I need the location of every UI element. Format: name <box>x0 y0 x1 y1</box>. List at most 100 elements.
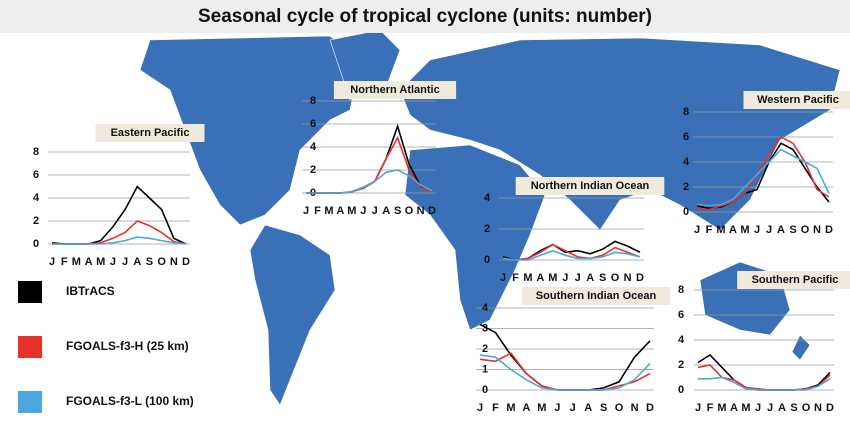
series-line <box>479 354 651 391</box>
x-tick-label: S <box>599 272 606 284</box>
x-tick-label: N <box>631 402 639 414</box>
y-tick-label: 6 <box>310 118 316 130</box>
x-tick-label: J <box>766 224 772 236</box>
x-tick-label: O <box>405 205 414 217</box>
x-tick-label: N <box>170 256 178 268</box>
x-tick-label: N <box>813 224 821 236</box>
x-tick-label: D <box>182 256 190 268</box>
legend-label: FGOALS-f3-H (25 km) <box>66 339 189 353</box>
x-tick-label: D <box>646 402 654 414</box>
x-tick-label: J <box>754 224 760 236</box>
x-tick-label: S <box>789 224 796 236</box>
series-line <box>698 376 831 391</box>
x-tick-label: M <box>72 256 81 268</box>
x-tick-label: M <box>741 402 750 414</box>
x-tick-label: F <box>512 272 519 284</box>
y-tick-label: 6 <box>683 131 689 143</box>
y-tick-label: 8 <box>310 95 316 107</box>
x-tick-label: J <box>110 256 116 268</box>
y-tick-label: 6 <box>678 309 684 321</box>
x-tick-label: J <box>303 205 309 217</box>
x-tick-label: M <box>96 256 105 268</box>
y-tick-label: 2 <box>678 359 684 371</box>
x-tick-label: S <box>600 402 607 414</box>
x-tick-label: N <box>814 402 822 414</box>
y-tick-label: 6 <box>33 169 39 181</box>
x-tick-label: M <box>537 402 546 414</box>
panel-title-box <box>515 177 665 195</box>
x-tick-label: S <box>394 205 401 217</box>
x-tick-label: J <box>477 402 483 414</box>
y-tick-label: 4 <box>484 192 491 204</box>
x-tick-label: N <box>417 205 425 217</box>
x-tick-label: F <box>61 256 68 268</box>
x-tick-label: J <box>360 205 366 217</box>
panel-title: Western Pacific <box>757 94 839 106</box>
y-tick-label: 4 <box>678 334 685 346</box>
x-tick-label: S <box>146 256 153 268</box>
x-tick-label: D <box>428 205 436 217</box>
x-tick-label: M <box>740 224 749 236</box>
y-tick-label: 0 <box>678 384 684 396</box>
x-tick-label: J <box>49 256 55 268</box>
panel-title: Southern Pacific <box>752 274 839 286</box>
panel-title: Northern Indian Ocean <box>531 180 650 192</box>
x-tick-label: M <box>347 205 356 217</box>
y-tick-label: 2 <box>683 181 689 193</box>
x-tick-label: A <box>336 205 344 217</box>
x-tick-label: A <box>778 402 786 414</box>
series-line <box>502 249 641 261</box>
series-line <box>479 323 651 391</box>
legend-swatch <box>18 336 42 358</box>
y-tick-label: 4 <box>33 192 40 204</box>
x-tick-label: F <box>707 402 714 414</box>
series-line <box>502 243 641 261</box>
figure-title: Seasonal cycle of tropical cyclone (unit… <box>198 6 652 27</box>
x-tick-label: M <box>548 272 557 284</box>
x-tick-label: A <box>730 402 738 414</box>
series-line <box>306 169 433 194</box>
x-tick-label: O <box>802 402 811 414</box>
x-tick-label: M <box>717 402 726 414</box>
legend-label: IBTrACS <box>66 284 115 298</box>
x-tick-label: S <box>790 402 797 414</box>
series-line <box>696 148 830 207</box>
x-tick-label: J <box>755 402 761 414</box>
x-tick-label: D <box>825 224 833 236</box>
x-tick-label: A <box>729 224 737 236</box>
x-tick-label: J <box>122 256 128 268</box>
panel-title-box <box>333 81 457 99</box>
panel-title-box <box>521 287 671 305</box>
x-tick-label: A <box>584 402 592 414</box>
x-tick-label: N <box>624 272 632 284</box>
y-tick-label: 2 <box>484 223 490 235</box>
x-tick-label: J <box>554 402 560 414</box>
x-tick-label: J <box>767 402 773 414</box>
legend: IBTrACS FGOALS-f3-H (25 km) FGOALS-f3-L (1… <box>18 281 194 413</box>
x-tick-label: F <box>314 205 321 217</box>
y-tick-label: 8 <box>678 284 684 296</box>
x-tick-label: O <box>801 224 810 236</box>
x-tick-label: O <box>615 402 624 414</box>
x-tick-label: J <box>694 224 700 236</box>
x-tick-label: D <box>826 402 834 414</box>
y-tick-label: 0 <box>484 254 490 266</box>
x-tick-label: J <box>372 205 378 217</box>
y-tick-label: 0 <box>33 238 39 250</box>
y-tick-label: 4 <box>310 141 317 153</box>
x-tick-label: F <box>706 224 713 236</box>
y-tick-label: 8 <box>683 106 689 118</box>
panel-title-box <box>95 124 205 142</box>
y-tick-label: 4 <box>482 302 489 314</box>
x-tick-label: A <box>586 272 594 284</box>
y-tick-label: 3 <box>482 322 488 334</box>
x-tick-label: J <box>500 272 506 284</box>
x-tick-label: O <box>611 272 620 284</box>
x-tick-label: A <box>536 272 544 284</box>
